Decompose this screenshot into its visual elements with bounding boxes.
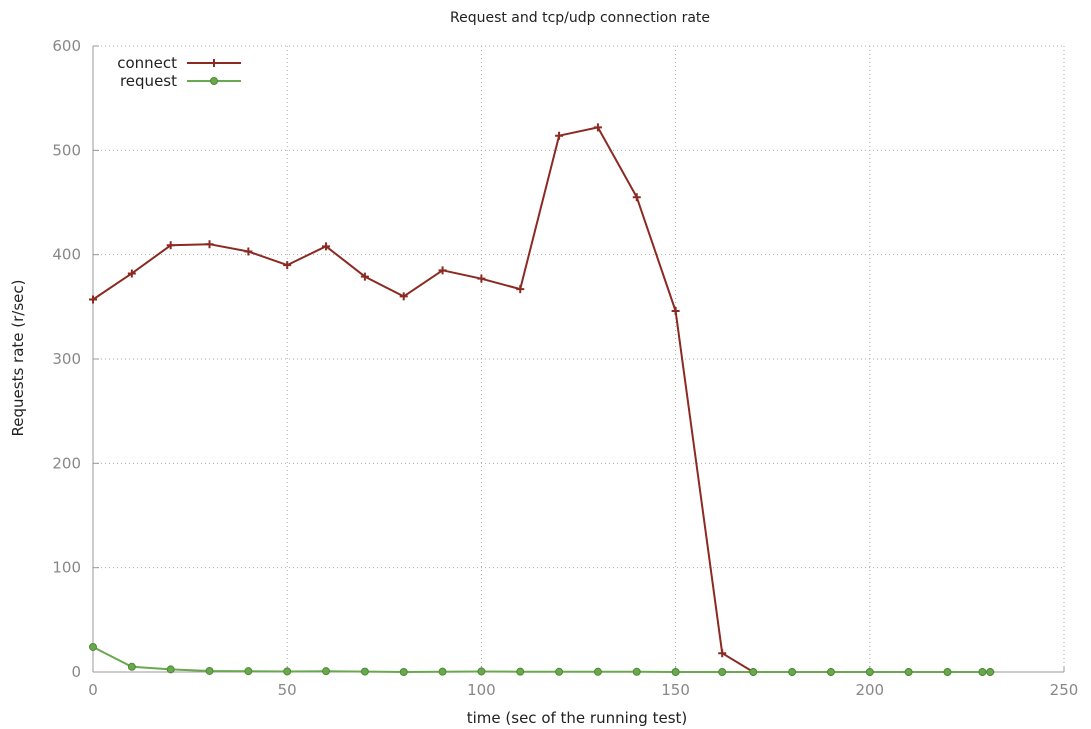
data-point [360, 272, 369, 281]
data-point [166, 665, 175, 674]
chart-title: Request and tcp/udp connection rate [450, 10, 710, 26]
axes [92, 45, 1065, 673]
data-point [205, 240, 214, 249]
data-point [978, 668, 987, 676]
data-point [516, 667, 525, 676]
x-axis-label: time (sec of the running test) [467, 709, 688, 727]
data-point [283, 667, 292, 676]
y-tick-label: 500 [52, 141, 81, 159]
x-tick-label: 250 [1050, 681, 1079, 699]
grid [93, 45, 1064, 672]
data-point [89, 642, 97, 651]
y-axis-label: Requests rate (r/sec) [9, 280, 27, 437]
x-tick-label: 0 [88, 681, 98, 699]
data-point [788, 668, 797, 676]
y-tick-label: 200 [52, 454, 81, 472]
data-point [718, 649, 727, 658]
data-point [718, 668, 727, 676]
y-tick-label: 400 [52, 246, 81, 264]
data-point [593, 123, 602, 132]
data-point [986, 668, 995, 676]
data-point [516, 285, 525, 294]
data-point [671, 307, 680, 316]
data-point [632, 193, 641, 202]
data-point [749, 668, 758, 676]
data-point [244, 247, 253, 256]
data-point [205, 666, 214, 675]
data-point [399, 668, 408, 676]
data-point [166, 241, 175, 250]
series-line-request [92, 646, 991, 673]
series-connect [89, 123, 995, 676]
data-point [477, 667, 486, 676]
data-point [555, 667, 564, 676]
data-point [322, 667, 331, 676]
data-point [943, 668, 952, 676]
data-point [477, 274, 486, 283]
y-tick-label: 100 [52, 559, 81, 577]
data-point [399, 292, 408, 301]
data-point [127, 269, 136, 278]
data-point [671, 668, 680, 676]
data-point [244, 667, 253, 676]
series-line-connect [92, 126, 991, 673]
data-point [322, 242, 331, 251]
legend-label-request: request [120, 72, 177, 90]
data-point [438, 266, 447, 275]
y-tick-label: 600 [52, 37, 81, 55]
data-point [826, 668, 835, 676]
data-point [210, 77, 218, 85]
data-point [438, 667, 447, 676]
y-tick-label: 0 [71, 663, 81, 681]
data-point [283, 261, 292, 270]
data-point [89, 295, 97, 304]
data-point [127, 662, 136, 671]
data-point [593, 667, 602, 676]
data-point [632, 667, 641, 676]
x-tick-label: 100 [467, 681, 496, 699]
series-request [89, 642, 995, 676]
data-point [555, 131, 564, 140]
x-tick-label: 50 [278, 681, 297, 699]
series-group [89, 123, 995, 676]
tick-labels: 0 50 100 150 200 250 0 100 200 300 400 500 600 [52, 37, 1078, 699]
y-tick-label: 300 [52, 350, 81, 368]
data-point [360, 667, 369, 676]
x-tick-label: 150 [661, 681, 690, 699]
data-point [210, 59, 218, 67]
legend-label-connect: connect [117, 54, 177, 72]
data-point [904, 668, 913, 676]
x-tick-label: 200 [855, 681, 884, 699]
data-point [865, 668, 874, 676]
